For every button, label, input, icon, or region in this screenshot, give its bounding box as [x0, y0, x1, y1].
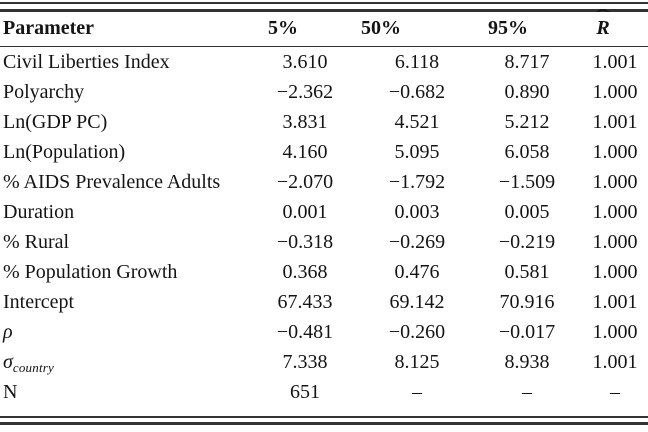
top-double-rule-line1: [0, 2, 648, 4]
value-cell-rhat: 1.000: [592, 200, 638, 223]
value-cell-50pct: −0.269: [388, 230, 446, 253]
value-cell-5pct: 0.368: [282, 260, 328, 283]
value-cell-50pct: 4.521: [394, 110, 440, 133]
header-5pct-label: 5%: [268, 16, 298, 39]
table-row: σcountry 7.338 8.125 8.938 1.001: [0, 347, 648, 377]
value-cell-50pct: −0.260: [388, 320, 446, 343]
value-cell-50pct: –: [412, 380, 422, 403]
header-col-50pct: 50%: [361, 16, 472, 40]
value-cell-rhat: 1.000: [592, 260, 638, 283]
param-cell: % AIDS Prevalence Adults: [3, 170, 221, 193]
value-cell-rhat: 1.001: [592, 290, 638, 313]
param-cell: Polyarchy: [3, 80, 85, 103]
value-cell-95pct: –: [522, 380, 532, 403]
bottom-double-rule-line2: [0, 422, 648, 425]
value-cell-5pct: 651: [290, 380, 320, 403]
value-cell-50pct: −1.792: [388, 170, 446, 193]
value-cell-rhat: 1.001: [592, 50, 638, 73]
param-cell: % Rural: [3, 230, 70, 253]
value-cell-5pct: 4.160: [282, 140, 328, 163]
value-cell-50pct: 5.095: [394, 140, 440, 163]
value-cell-5pct: 67.433: [277, 290, 333, 313]
value-cell-95pct: 6.058: [504, 140, 550, 163]
bottom-double-rule-line1: [0, 416, 648, 418]
header-95pct-label: 95%: [488, 16, 528, 39]
table-row: Ln(GDP PC) 3.831 4.521 5.212 1.001: [0, 107, 648, 137]
value-cell-rhat: 1.001: [592, 350, 638, 373]
header-col-5pct: 5%: [248, 17, 362, 40]
table-row: ρ −0.481 −0.260 −0.017 1.000: [0, 317, 648, 347]
value-cell-50pct: 0.476: [394, 260, 440, 283]
value-cell-50pct: −0.682: [388, 80, 446, 103]
value-cell-95pct: −0.219: [498, 230, 556, 253]
value-cell-95pct: 0.581: [504, 260, 550, 283]
value-cell-5pct: 7.338: [282, 350, 328, 373]
value-cell-95pct: 8.938: [504, 350, 550, 373]
param-cell: Duration: [3, 200, 75, 223]
table-row: % Population Growth 0.368 0.476 0.581 1.…: [0, 257, 648, 287]
value-cell-95pct: 8.717: [504, 50, 550, 73]
header-col-95pct: 95%: [472, 17, 582, 40]
top-double-rule-line2: [0, 9, 648, 12]
table-row: Ln(Population) 4.160 5.095 6.058 1.000: [0, 137, 648, 167]
param-cell: Intercept: [3, 290, 75, 313]
rhat-hat-icon: ˆ: [595, 5, 611, 26]
table-row: Polyarchy −2.362 −0.682 0.890 1.000: [0, 77, 648, 107]
sigma-symbol: σ: [3, 350, 13, 373]
table-row: % Rural −0.318 −0.269 −0.219 1.000: [0, 227, 648, 257]
param-cell-rho: ρ: [3, 320, 13, 343]
value-cell-rhat: 1.000: [592, 170, 638, 193]
param-cell: Ln(Population): [3, 140, 126, 163]
table-row: Duration 0.001 0.003 0.005 1.000: [0, 197, 648, 227]
value-cell-rhat: –: [610, 380, 620, 403]
value-cell-95pct: −1.509: [498, 170, 556, 193]
value-cell-5pct: −2.070: [276, 170, 334, 193]
table-row: Intercept 67.433 69.142 70.916 1.001: [0, 287, 648, 317]
rhat-letter: R: [596, 16, 610, 39]
param-cell: % Population Growth: [3, 260, 178, 283]
sigma-subscript: country: [12, 359, 54, 375]
value-cell-5pct: 3.610: [282, 50, 328, 73]
value-cell-50pct: 0.003: [394, 200, 440, 223]
value-cell-rhat: 1.000: [592, 80, 638, 103]
value-cell-rhat: 1.001: [592, 110, 638, 133]
value-cell-50pct: 69.142: [389, 290, 445, 313]
value-cell-5pct: −0.481: [276, 320, 334, 343]
param-cell-sigma: σcountry: [0, 351, 248, 374]
value-cell-95pct: 0.005: [504, 200, 550, 223]
value-cell-rhat: 1.000: [592, 140, 638, 163]
value-cell-95pct: 5.212: [504, 110, 550, 133]
param-cell: Civil Liberties Index: [3, 50, 170, 73]
value-cell-5pct: 0.001: [282, 200, 328, 223]
param-cell: Ln(GDP PC): [3, 110, 108, 133]
param-cell-n: N: [3, 380, 18, 403]
value-cell-50pct: 8.125: [394, 350, 440, 373]
value-cell-rhat: 1.000: [592, 230, 638, 253]
header-50pct-label: 50%: [361, 16, 401, 39]
table-row: % AIDS Prevalence Adults −2.070 −1.792 −…: [0, 167, 648, 197]
header-separator-rule: [0, 45, 648, 47]
table-row: N 651 – – –: [0, 377, 648, 407]
value-cell-95pct: 0.890: [504, 80, 550, 103]
value-cell-95pct: −0.017: [498, 320, 556, 343]
value-cell-5pct: −0.318: [276, 230, 334, 253]
value-cell-50pct: 6.118: [394, 50, 440, 73]
value-cell-5pct: −2.362: [276, 80, 334, 103]
table-row: Civil Liberties Index 3.610 6.118 8.717 …: [0, 47, 648, 77]
header-parameter: Parameter: [3, 16, 95, 39]
value-cell-rhat: 1.000: [592, 320, 638, 343]
value-cell-5pct: 3.831: [282, 110, 328, 133]
value-cell-95pct: 70.916: [499, 290, 555, 313]
